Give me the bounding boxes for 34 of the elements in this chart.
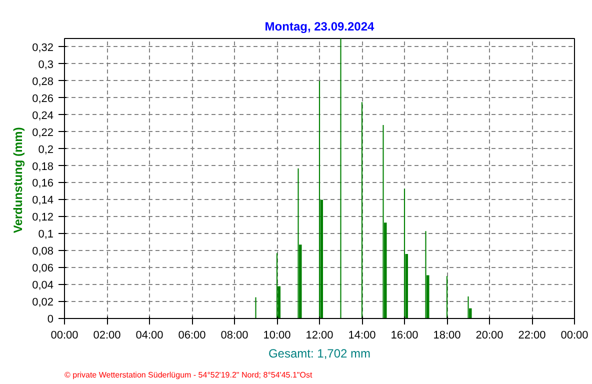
x-tick-label: 16:00 xyxy=(390,330,418,342)
y-tick-label: 0,16 xyxy=(32,178,54,190)
x-tick-label: 02:00 xyxy=(93,330,121,342)
y-tick-label: 0,22 xyxy=(32,126,54,139)
y-tick-label: 0,1 xyxy=(38,228,54,241)
y-tick-label: 0,18 xyxy=(32,160,54,173)
y-tick-label: 0,24 xyxy=(32,110,54,122)
y-tick-label: 0,04 xyxy=(32,280,54,292)
x-tick-label: 22:00 xyxy=(518,330,546,342)
x-tick-label: 20:00 xyxy=(476,330,504,342)
y-tick-label: 0,2 xyxy=(38,144,54,156)
x-tick-label: 10:00 xyxy=(263,330,291,342)
x-tick-label: 04:00 xyxy=(136,330,164,342)
x-tick-label: 14:00 xyxy=(348,330,376,342)
x-tick-label: 06:00 xyxy=(178,330,206,342)
x-tick-label: 00:00 xyxy=(560,330,588,342)
x-tick-label: 12:00 xyxy=(306,330,334,342)
y-tick-label: 0,28 xyxy=(32,76,54,88)
y-tick-label: 0,26 xyxy=(32,92,54,105)
y-axis-title: Verdunstung (mm) xyxy=(11,127,26,234)
x-tick-label: 08:00 xyxy=(220,330,248,342)
x-tick-label: 18:00 xyxy=(433,330,461,342)
y-tick-label: 0,3 xyxy=(38,58,54,71)
y-tick-label: 0,14 xyxy=(32,194,54,207)
x-axis-title: Gesamt: 1,702 mm xyxy=(268,346,371,360)
chart-title: Montag, 23.09.2024 xyxy=(264,20,375,34)
y-tick-label: 0,12 xyxy=(32,212,54,224)
y-tick-label: 0,08 xyxy=(32,246,54,258)
y-tick-label: 0,06 xyxy=(32,262,54,275)
x-tick-label: 00:00 xyxy=(50,330,78,342)
y-tick-label: 0,32 xyxy=(32,42,54,54)
y-tick-label: 0 xyxy=(47,314,54,326)
text: © private Wetterstation Süderlügum - 54°52'19.2" Nord; 8°54'45.1"Ost xyxy=(64,370,313,380)
y-tick-label: 0,02 xyxy=(32,296,54,309)
